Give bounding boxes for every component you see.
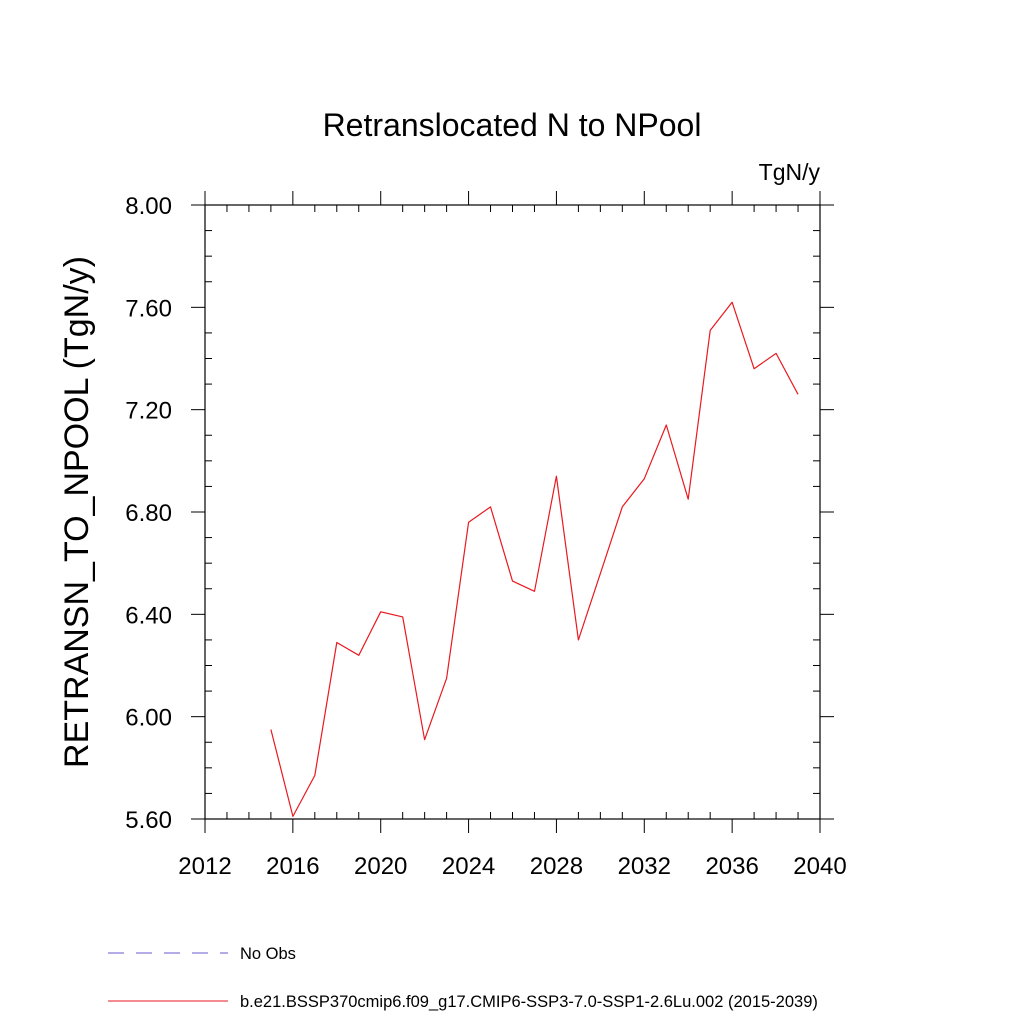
x-tick-label: 2036 <box>705 853 758 880</box>
y-tick-label: 7.60 <box>125 295 172 322</box>
y-tick-label: 6.00 <box>125 705 172 732</box>
x-tick-label: 2032 <box>618 853 671 880</box>
plot-marks <box>270 301 799 818</box>
plot-frame <box>204 204 821 820</box>
units-label: TgN/y <box>759 159 821 185</box>
y-tick-label: 8.00 <box>125 193 172 220</box>
y-tick-label: 7.20 <box>125 398 172 425</box>
series-line-0 <box>270 301 799 818</box>
x-tick-label: 2040 <box>793 853 846 880</box>
x-tick-label: 2024 <box>442 853 495 880</box>
y-tick-label: 6.80 <box>125 500 172 527</box>
legend-label-1: b.e21.BSSP370cmip6.f09_g17.CMIP6-SSP3-7.… <box>240 993 818 1011</box>
x-tick-label: 2012 <box>178 853 231 880</box>
x-tick-label: 2028 <box>530 853 583 880</box>
y-axis-label: RETRANSN_TO_NPOOL (TgN/y) <box>58 256 96 768</box>
chart-title: Retranslocated N to NPool <box>323 107 702 143</box>
x-tick-label: 2020 <box>354 853 407 880</box>
legend: No Obs b.e21.BSSP370cmip6.f09_g17.CMIP6-S… <box>108 945 818 1011</box>
y-tick-label: 5.60 <box>125 807 172 834</box>
y-tick-label: 6.40 <box>125 602 172 629</box>
legend-label-0: No Obs <box>240 945 296 963</box>
axis-ticks: 2012 2016 2020 2024 2028 2032 2036 2040 5.60 6.00… <box>125 191 847 880</box>
x-tick-label: 2016 <box>266 853 319 880</box>
